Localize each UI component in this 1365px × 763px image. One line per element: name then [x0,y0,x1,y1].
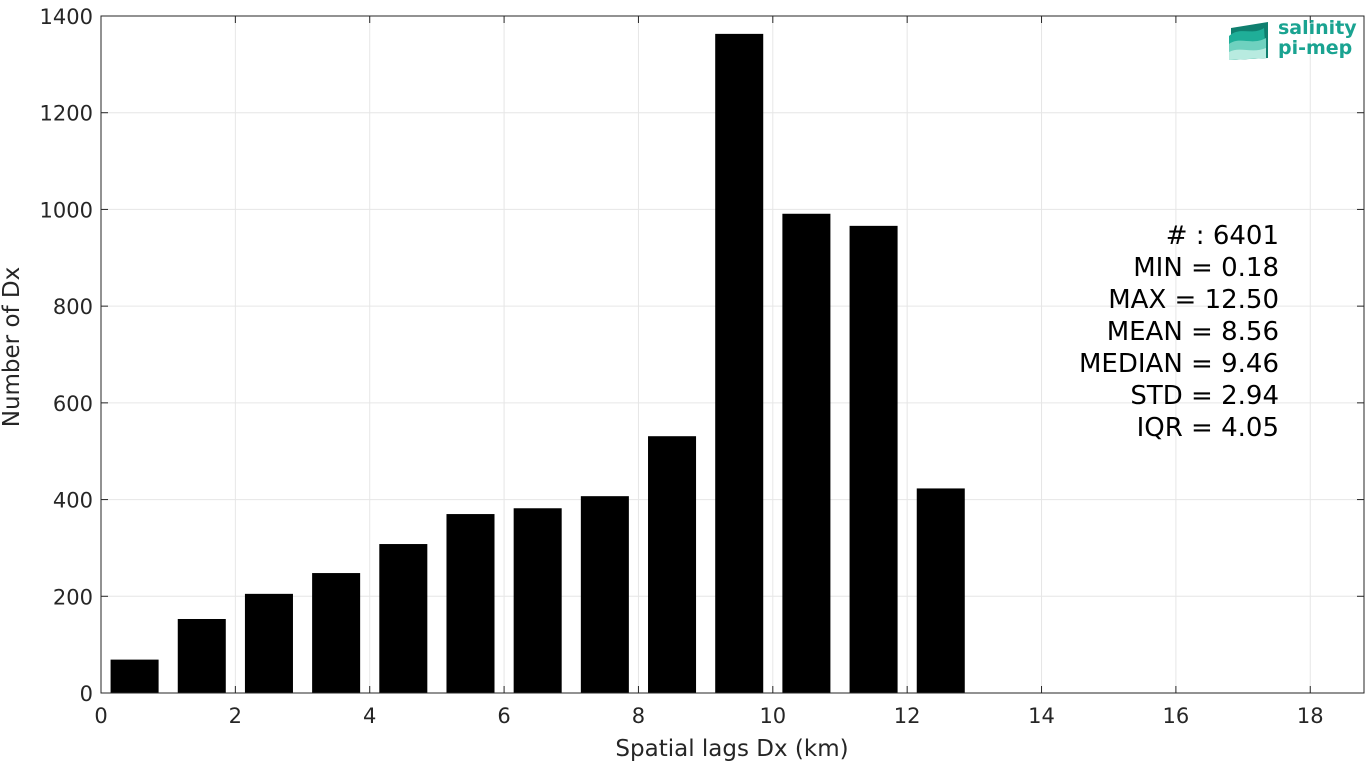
x-tick-label: 12 [894,704,921,728]
x-tick-label: 2 [229,704,242,728]
logo-wave-icon [1229,22,1268,60]
x-axis-label: Spatial lags Dx (km) [615,736,848,762]
x-tick-label: 0 [94,704,107,728]
x-tick-label: 6 [497,704,510,728]
histogram-bar [916,488,965,694]
histogram-bar [648,436,697,694]
logo-line2: pi-mep [1278,37,1352,59]
salinity-pi-mep-logo: salinity pi-mep [1229,17,1357,60]
histogram-bar [849,225,898,694]
x-tick-label: 10 [759,704,786,728]
y-tick-label: 400 [53,489,93,513]
histogram-bar [513,508,562,694]
x-tick-label: 4 [363,704,376,728]
y-tick-label: 1400 [40,5,93,29]
histogram-bar [110,659,159,694]
x-tick-label: 14 [1028,704,1055,728]
y-tick-label: 1000 [40,198,93,222]
x-tick-label: 8 [632,704,645,728]
bars [110,33,965,694]
histogram-bar [580,496,629,694]
logo-line1: salinity [1278,17,1357,39]
stat-line: MEDIAN = 9.46 [1079,349,1279,379]
stat-line: # : 6401 [1166,221,1279,251]
y-tick-label: 1200 [40,102,93,126]
stat-line: STD = 2.94 [1130,381,1279,411]
plot-frame [100,15,1365,694]
histogram-bar [244,593,293,694]
x-tick-label: 16 [1163,704,1190,728]
stat-line: MEAN = 8.56 [1107,317,1279,347]
x-axis-ticks: 0 2 4 6 8 10 12 14 16 18 [94,16,1324,728]
y-tick-label: 0 [80,682,93,706]
y-tick-label: 800 [53,295,93,319]
y-axis-ticks: 0 200 400 600 800 1000 1200 1400 [40,5,1364,706]
histogram-bar [312,573,361,694]
histogram-bar [782,213,831,694]
x-tick-label: 18 [1297,704,1324,728]
y-tick-label: 600 [53,392,93,416]
stat-line: MIN = 0.18 [1133,253,1279,283]
stat-line: MAX = 12.50 [1108,285,1279,315]
y-axis-label: Number of Dx [0,267,25,428]
histogram-bar [446,514,495,694]
histogram-bar [379,544,428,694]
stat-line: IQR = 4.05 [1137,413,1279,443]
histogram-bar [177,618,226,694]
y-tick-label: 200 [53,585,93,609]
histogram-bar [715,33,764,694]
